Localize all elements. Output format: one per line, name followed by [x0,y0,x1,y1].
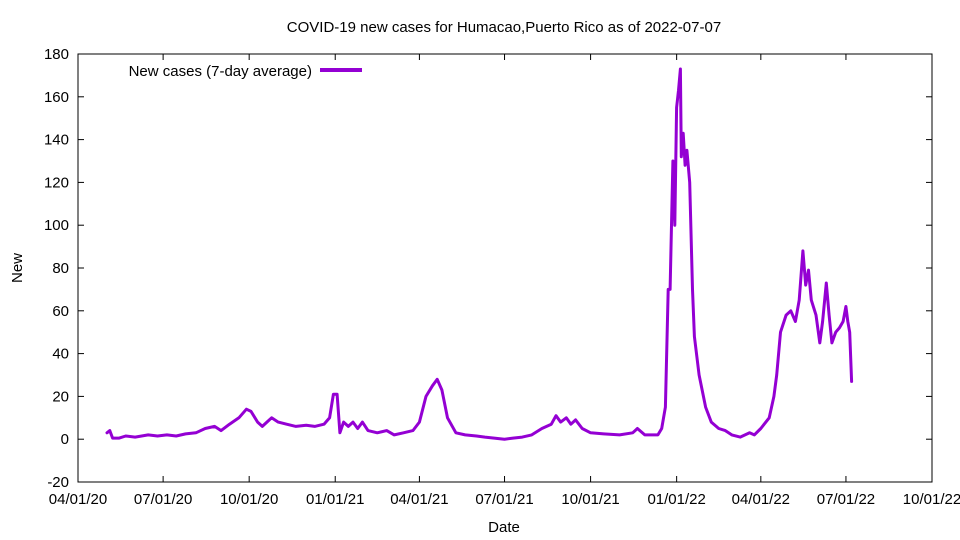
legend: New cases (7-day average) [129,63,362,80]
y-tick-label: 140 [44,132,69,149]
chart-title: COVID-19 new cases for Humacao,Puerto Ri… [287,19,721,36]
y-tick-label: 100 [44,217,69,234]
y-tick-label: 60 [52,303,69,320]
series-line [105,67,854,441]
x-tick-label: 04/01/22 [732,491,790,508]
x-tick-label: 07/01/22 [817,491,875,508]
y-tick-label: -20 [47,474,69,491]
y-axis-label: New [9,253,26,283]
y-tick-label: 160 [44,89,69,106]
x-tick-label: 04/01/21 [390,491,448,508]
y-axis: -20 0 20 40 60 80 100 120 140 160 180 [44,46,932,491]
x-tick-label: 04/01/20 [49,491,107,508]
x-tick-label: 07/01/20 [134,491,192,508]
x-tick-label: 01/01/21 [306,491,364,508]
y-tick-label: 0 [61,431,69,448]
x-tick-label: 10/01/21 [561,491,619,508]
y-tick-label: 180 [44,46,69,63]
y-tick-label: 120 [44,174,69,191]
series-layer [105,67,854,441]
x-tick-label: 01/01/22 [647,491,705,508]
x-tick-label: 07/01/21 [475,491,533,508]
y-tick-label: 80 [52,260,69,277]
y-tick-label: 40 [52,346,69,363]
x-axis: 04/01/20 07/01/20 10/01/20 01/01/21 04/01/21… [49,54,960,508]
x-tick-label: 10/01/22 [903,491,960,508]
x-tick-label: 10/01/20 [220,491,278,508]
legend-label: New cases (7-day average) [129,63,312,80]
x-axis-label: Date [488,519,520,536]
y-tick-label: 20 [52,388,69,405]
